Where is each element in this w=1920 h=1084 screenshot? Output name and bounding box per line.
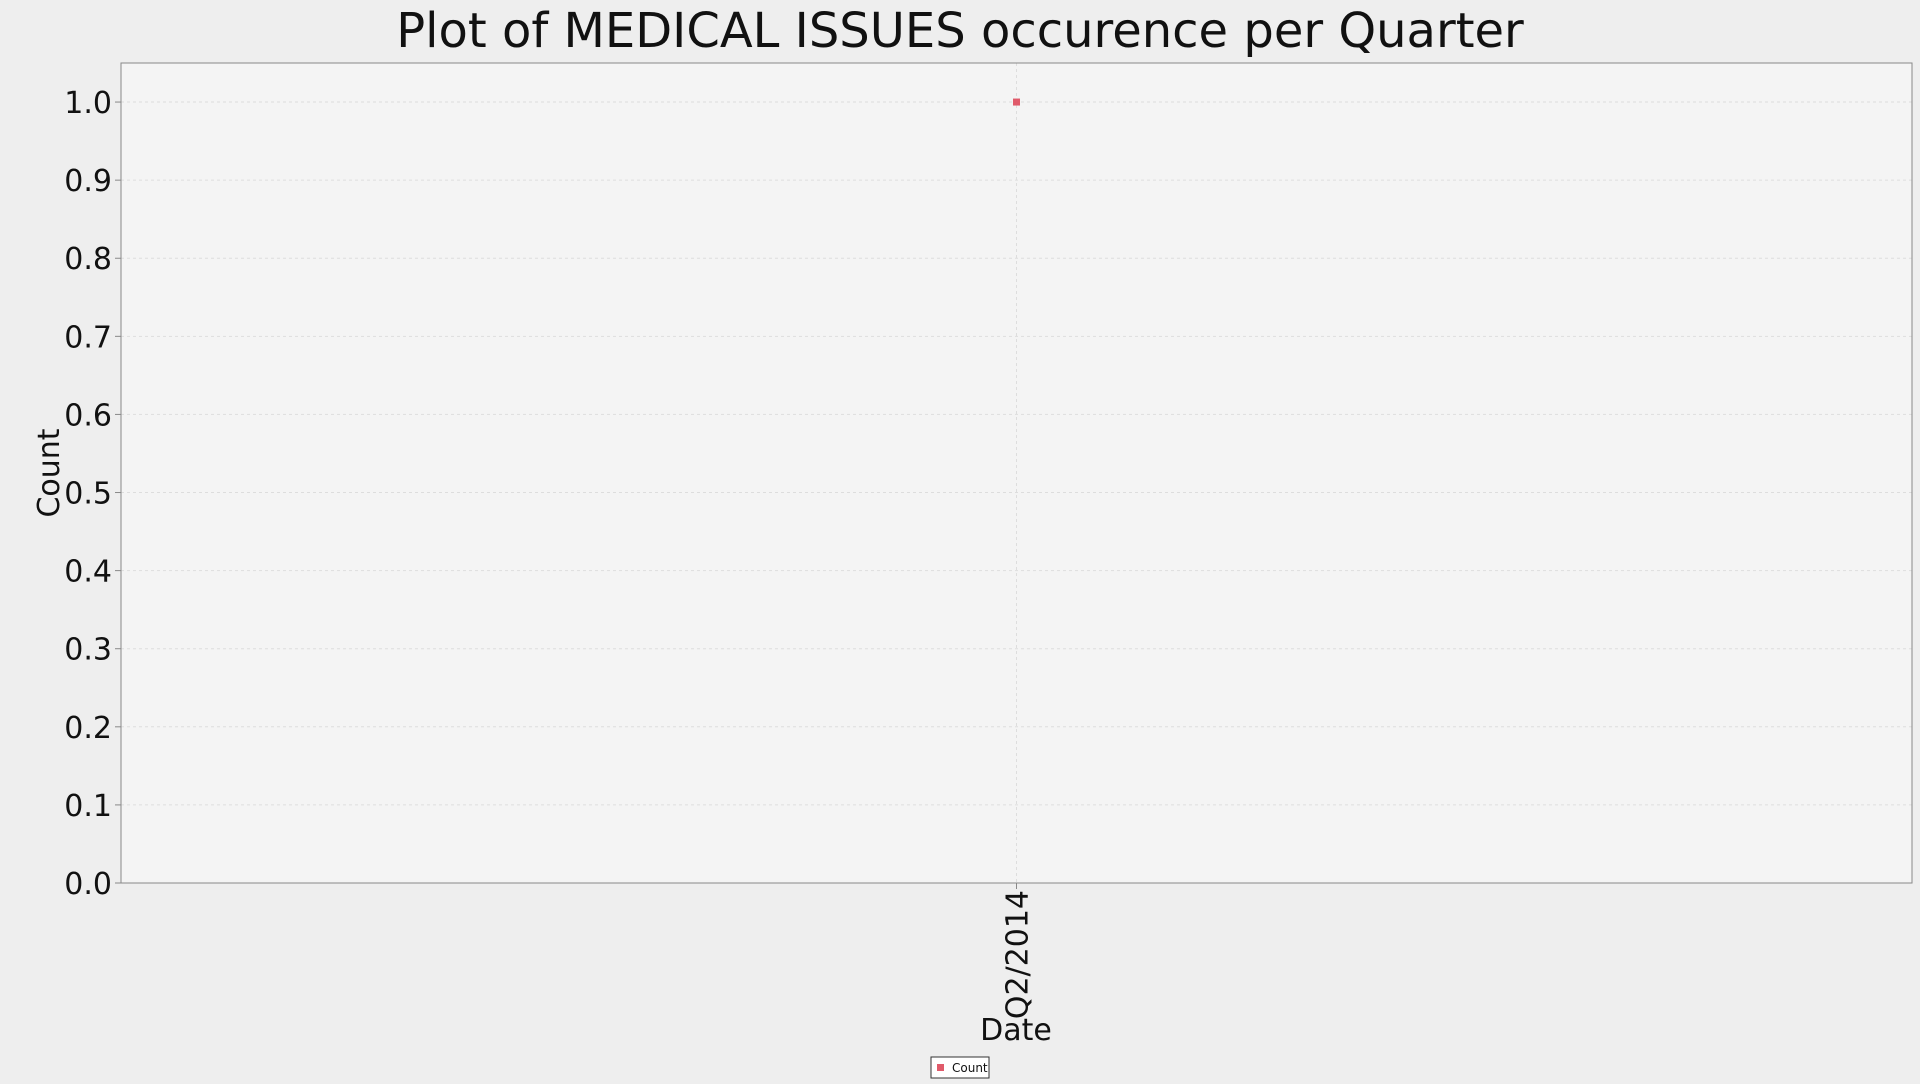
x-tick-label: Q2/2014	[1001, 890, 1036, 1019]
x-axis-label: Date	[980, 1013, 1052, 1048]
chart-title: Plot of MEDICAL ISSUES occurence per Qua…	[396, 3, 1524, 59]
y-tick-label: 0.8	[64, 242, 112, 277]
y-axis-ticks: 0.0 0.1 0.2 0.3 0.4 0.5 0.6 0.7 0.8 0.9 1.0	[64, 86, 121, 902]
y-axis-label: Count	[32, 428, 67, 517]
y-tick-label: 0.9	[64, 164, 112, 199]
y-tick-label: 0.0	[64, 867, 112, 902]
data-points	[1013, 98, 1020, 106]
y-tick-label: 0.2	[64, 711, 112, 746]
y-tick-label: 0.4	[64, 555, 112, 590]
y-tick-label: 0.3	[64, 633, 112, 668]
legend: Count	[930, 1056, 990, 1079]
y-tick-label: 1.0	[64, 86, 112, 121]
y-tick-label: 0.5	[64, 477, 112, 512]
legend-box	[930, 1056, 990, 1079]
y-tick-label: 0.1	[64, 789, 112, 824]
x-axis-ticks: Q2/2014	[1001, 883, 1036, 1019]
y-tick-label: 0.7	[64, 320, 112, 355]
legend-label: Count	[952, 1061, 988, 1075]
y-tick-label: 0.6	[64, 398, 112, 433]
data-point	[1013, 98, 1020, 106]
legend-marker	[937, 1064, 944, 1071]
